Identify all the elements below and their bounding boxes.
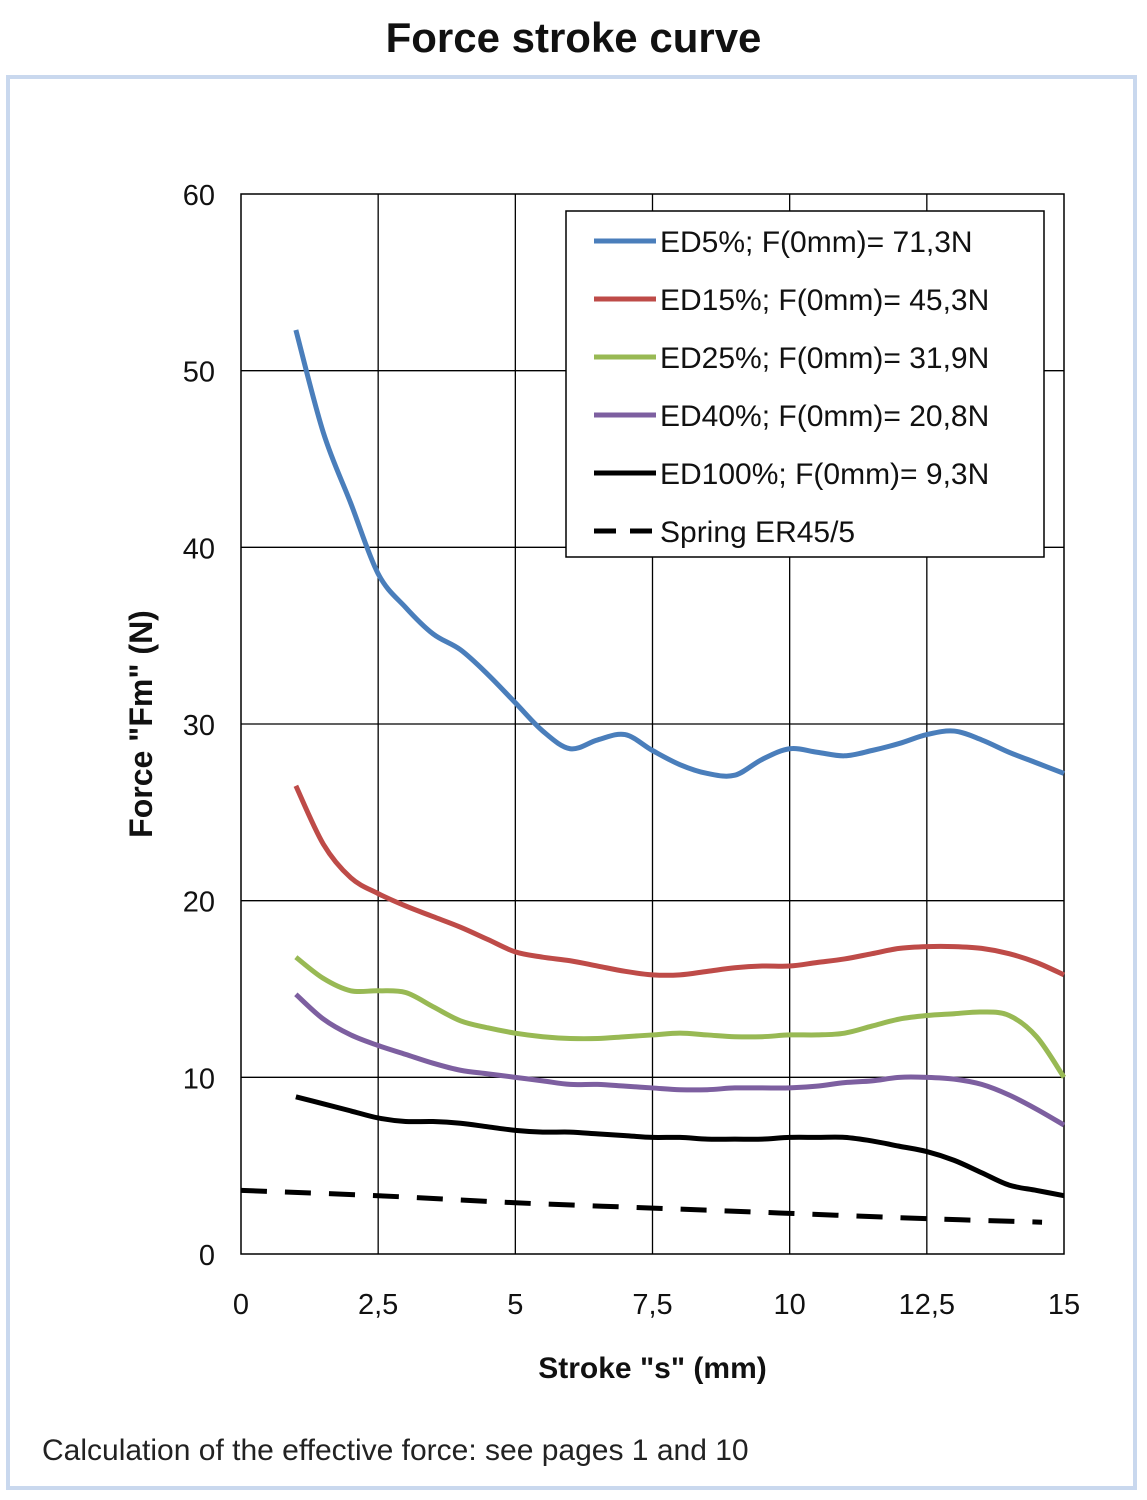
series-line-3 [294, 992, 1066, 1128]
y-tick-label: 20 [183, 887, 215, 919]
series-line-1 [293, 784, 1066, 978]
page-title: Force stroke curve [385, 14, 762, 61]
y-axis-ticks: 0 10 20 30 40 50 60 [183, 180, 215, 1272]
x-tick-label: 12,5 [899, 1289, 955, 1321]
y-tick-label: 60 [183, 180, 215, 212]
series-line-0 [293, 329, 1065, 779]
plot-area [240, 193, 1065, 1255]
x-tick-label: 5 [507, 1289, 523, 1321]
x-tick-label: 0 [233, 1289, 249, 1321]
legend-label: ED5%; F(0mm)= 71,3N [660, 226, 973, 259]
y-tick-label: 40 [183, 533, 215, 565]
x-axis-label: Stroke "s" (mm) [538, 1352, 767, 1385]
y-tick-label: 0 [199, 1240, 215, 1272]
series-line-5 [240, 1187, 1043, 1225]
legend-label: Spring ER45/5 [660, 516, 855, 549]
y-tick-label: 30 [183, 710, 215, 742]
legend-label: ED25%; F(0mm)= 31,9N [660, 342, 989, 375]
y-tick-label: 10 [183, 1063, 215, 1095]
x-axis-ticks: 0 2,5 5 7,5 10 12,5 15 [233, 1289, 1080, 1321]
legend-label: ED15%; F(0mm)= 45,3N [660, 284, 989, 317]
series-line-4 [295, 1094, 1065, 1199]
series-lines [240, 329, 1067, 1225]
x-tick-label: 7,5 [632, 1289, 672, 1321]
legend-box [565, 210, 1045, 558]
footnote: Calculation of the effective force: see … [42, 1434, 749, 1467]
legend: ED5%; F(0mm)= 71,3N ED15%; F(0mm)= 45,3N E… [565, 210, 1045, 558]
x-tick-label: 15 [1048, 1289, 1080, 1321]
y-tick-label: 50 [183, 357, 215, 389]
legend-label: ED100%; F(0mm)= 9,3N [660, 458, 989, 491]
series-line-2 [294, 955, 1067, 1079]
legend-label: ED40%; F(0mm)= 20,8N [660, 400, 989, 433]
x-tick-label: 10 [774, 1289, 806, 1321]
y-axis-label: Force "Fm" (N) [123, 610, 159, 838]
x-tick-label: 2,5 [358, 1289, 398, 1321]
